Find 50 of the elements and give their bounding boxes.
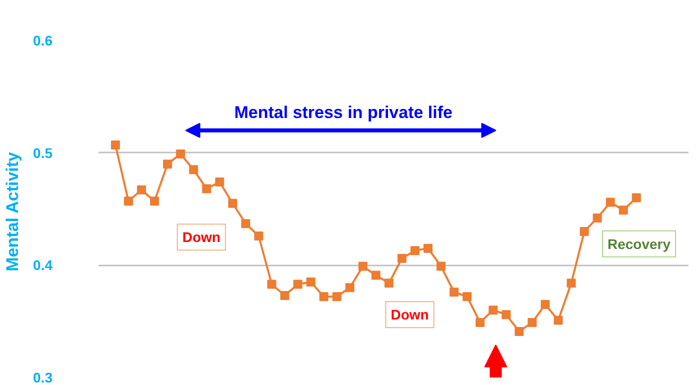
annotation: Down — [182, 229, 220, 246]
point — [371, 270, 380, 280]
point — [397, 254, 406, 263]
y-tick-label: 0.5 — [33, 144, 53, 161]
point — [424, 244, 433, 253]
annotation: Mental stress in private life — [234, 102, 452, 122]
point — [528, 318, 537, 327]
point — [410, 246, 420, 256]
annotation: Down — [390, 306, 429, 323]
y-tick-label: 0.6 — [33, 32, 53, 48]
point — [110, 140, 120, 150]
point — [163, 160, 172, 169]
point — [306, 278, 316, 287]
point — [606, 198, 615, 207]
point — [592, 213, 602, 222]
annotation: Recovery — [607, 236, 671, 252]
y-tick-label: 0.4 — [33, 257, 53, 274]
point — [436, 262, 446, 271]
point — [332, 292, 342, 302]
point — [280, 290, 290, 300]
point — [228, 198, 238, 208]
point — [580, 226, 589, 236]
point — [293, 280, 302, 289]
point — [450, 288, 459, 297]
point — [502, 310, 511, 320]
point — [566, 278, 576, 288]
point — [554, 316, 563, 325]
point — [202, 184, 212, 194]
point — [345, 283, 354, 292]
point — [540, 300, 550, 309]
point — [476, 318, 485, 327]
point — [618, 206, 628, 215]
y-tick-label: 0.3 — [33, 370, 53, 385]
point — [267, 280, 276, 289]
point — [254, 231, 264, 240]
point — [514, 326, 524, 336]
point — [150, 196, 160, 206]
y-axis-title: Mental Activity — [3, 151, 22, 272]
point — [384, 278, 394, 288]
point — [462, 292, 472, 302]
point — [488, 306, 498, 315]
point — [319, 292, 328, 302]
point — [124, 196, 133, 206]
point — [241, 219, 250, 228]
point — [632, 193, 641, 202]
point — [215, 178, 224, 187]
point — [189, 165, 198, 174]
point — [176, 149, 186, 158]
point — [358, 262, 368, 271]
point — [136, 185, 146, 194]
